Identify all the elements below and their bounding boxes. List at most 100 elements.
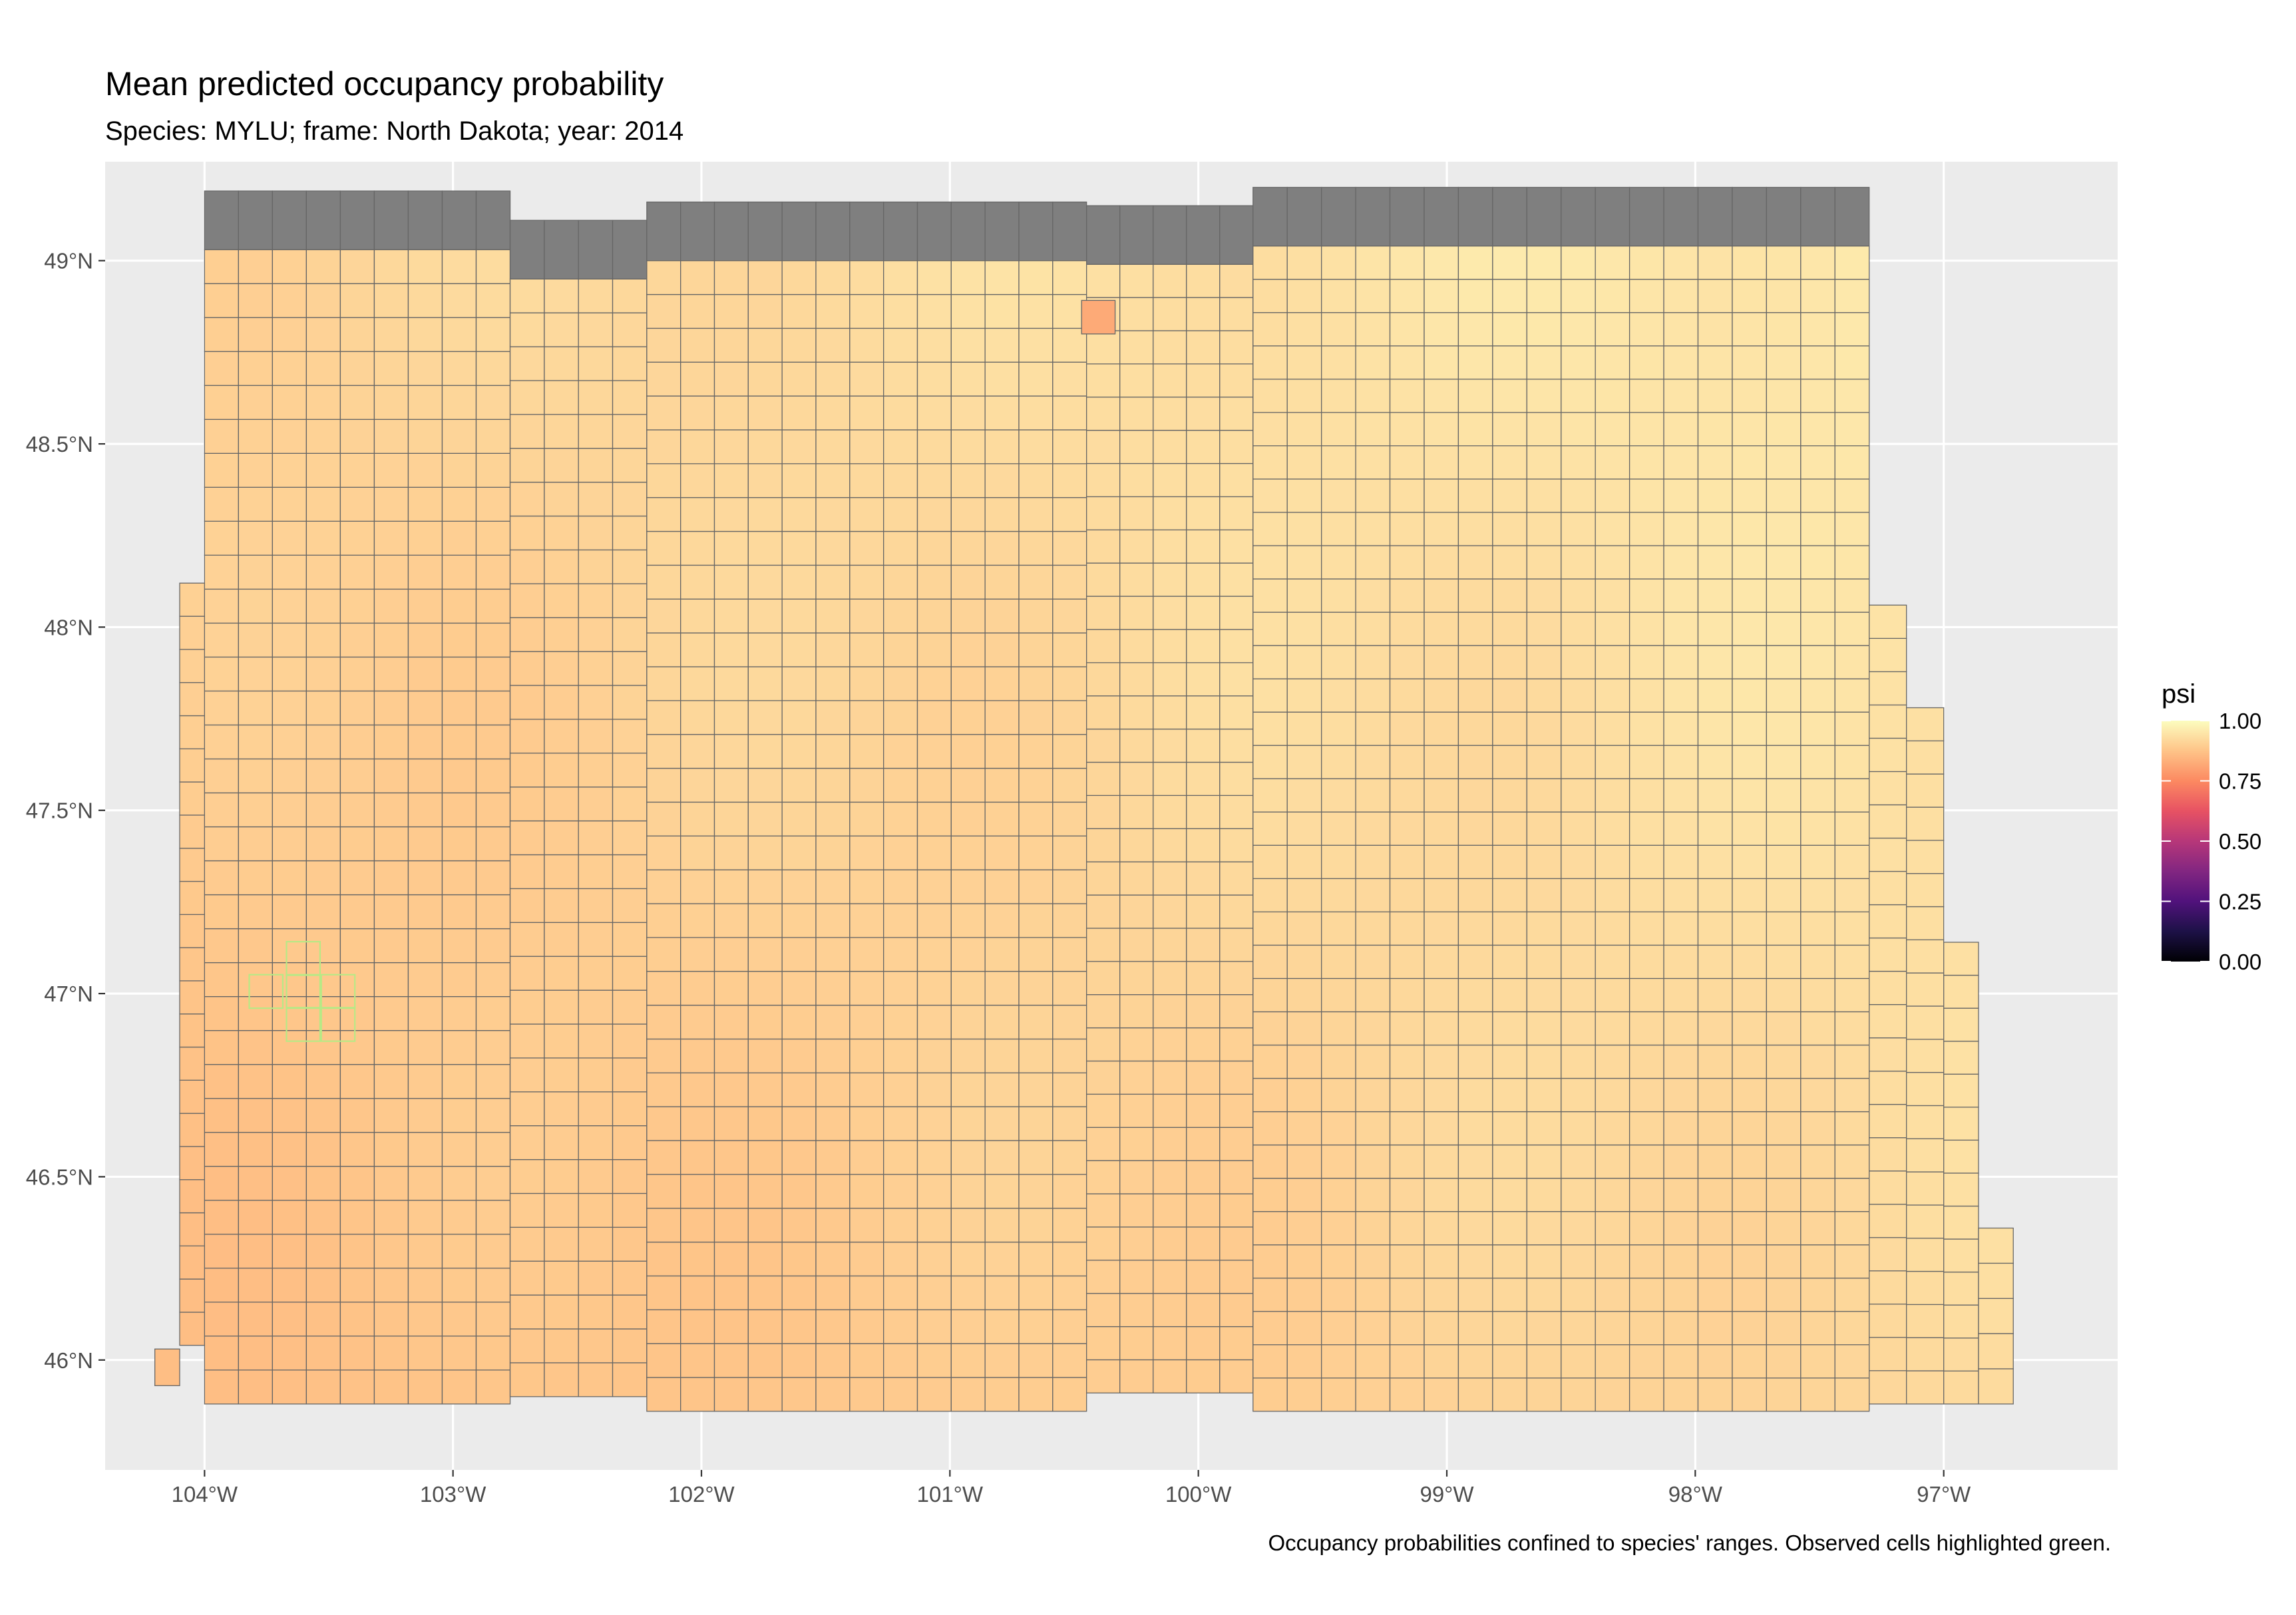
grid-cell [815,1004,851,1040]
grid-cell [544,787,579,822]
grid-cell [1286,545,1322,580]
grid-cell [305,622,341,658]
grid-cell [984,700,1020,735]
grid-cell [1321,1177,1356,1212]
grid-cell [1492,246,1527,280]
grid-cell [1153,961,1187,995]
grid-cell [713,937,749,972]
grid-cell [272,249,307,284]
grid-cell [1321,1144,1356,1179]
grid-cell [1424,379,1459,413]
grid-cell [680,937,715,972]
grid-cell [272,690,307,726]
grid-cell [984,1106,1020,1141]
grid-cell [1457,678,1493,713]
outside-range-cell [815,201,851,262]
grid-cell [1978,1333,2014,1369]
grid-cell [747,1038,783,1073]
grid-cell [1732,778,1768,812]
grid-cell [950,260,986,295]
grid-cell [509,888,545,923]
grid-cell [713,564,749,600]
grid-cell [646,700,681,735]
grid-cell [1424,1211,1459,1246]
grid-cell [272,283,307,318]
grid-cell [1526,1211,1562,1246]
grid-cell [781,497,817,532]
grid-cell [1766,1211,1802,1246]
grid-cell [238,894,274,930]
grid-cell [984,801,1020,836]
grid-cell [1526,512,1562,546]
grid-cell [984,1241,1020,1277]
grid-cell [1286,345,1322,380]
grid-cell [646,937,681,972]
grid-cell [747,1343,783,1378]
grid-cell [1424,312,1459,347]
grid-cell [1355,412,1391,447]
grid-cell [1834,1278,1870,1312]
grid-cell [1834,345,1870,380]
grid-cell [984,1004,1020,1040]
grid-cell [1286,412,1322,447]
grid-cell [916,903,952,938]
grid-cell [1252,911,1288,946]
grid-cell [544,481,579,517]
grid-cell [1086,795,1121,829]
grid-cell [1800,1044,1835,1079]
grid-cell [1943,1338,1979,1371]
grid-cell [1186,1060,1221,1095]
grid-cell [1663,1377,1699,1412]
grid-cell [305,249,341,284]
grid-cell [509,854,545,890]
grid-cell [339,656,375,692]
grid-cell [407,1132,443,1167]
grid-cell [1186,894,1221,929]
grid-cell [339,1200,375,1235]
grid-cell [1186,397,1221,431]
grid-cell [544,1362,579,1397]
grid-cell [1595,1044,1630,1079]
grid-cells [154,186,2014,1412]
grid-cell [1052,1241,1087,1277]
x-tick-label: 99°W [1420,1482,1474,1507]
grid-cell [1286,1244,1322,1279]
grid-cell [680,1208,715,1243]
grid-cell [1628,1278,1664,1312]
grid-cell [179,649,205,683]
grid-cell [1561,711,1596,746]
outside-range-cell [612,220,648,279]
grid-cell [1186,1260,1221,1294]
chart-title: Mean predicted occupancy probability [105,65,664,102]
grid-cell [272,1234,307,1269]
grid-cell [1219,961,1254,995]
grid-cell [1800,412,1835,447]
grid-cell [441,622,477,658]
grid-cell [815,1106,851,1141]
grid-cell [407,1369,443,1405]
grid-cell [815,971,851,1006]
grid-cell [646,1208,681,1243]
grid-cell [441,1234,477,1269]
grid-cell [578,922,614,957]
grid-cell [204,486,240,522]
grid-cell [713,1140,749,1175]
grid-cell [373,351,409,386]
grid-cell [1457,1278,1493,1312]
grid-cell [1219,397,1254,431]
grid-cell [179,1013,205,1048]
grid-cell [373,520,409,556]
grid-cell [1943,1205,1979,1240]
grid-cell [883,530,918,566]
grid-cell [1595,412,1630,447]
grid-cell [509,1362,545,1397]
grid-cell [1628,1077,1664,1113]
grid-cell [1321,246,1356,280]
grid-cell [612,1362,648,1397]
grid-cell [1052,700,1087,735]
grid-cell [1663,1244,1699,1279]
grid-cell [578,278,614,313]
grid-cell [1286,1344,1322,1379]
grid-cell [1766,612,1802,646]
grid-cell [781,1241,817,1277]
